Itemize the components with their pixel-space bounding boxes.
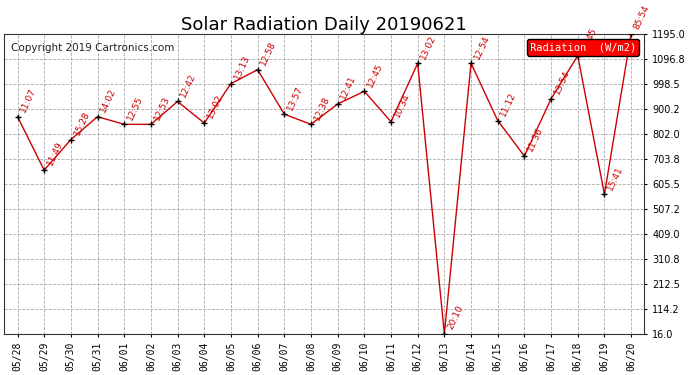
Text: 12:45: 12:45: [366, 62, 385, 88]
Text: 15:28: 15:28: [72, 110, 91, 137]
Text: 12:55: 12:55: [126, 94, 145, 122]
Text: 11:49: 11:49: [46, 140, 65, 167]
Text: 11:07: 11:07: [19, 87, 38, 114]
Text: 20:10: 20:10: [446, 304, 465, 331]
Text: 13:02: 13:02: [206, 93, 225, 120]
Text: 13:02: 13:02: [419, 33, 438, 60]
Text: 13:13: 13:13: [233, 54, 251, 81]
Text: 13:45: 13:45: [579, 26, 598, 53]
Text: 12:38: 12:38: [313, 94, 331, 122]
Text: 13:54: 13:54: [553, 69, 571, 96]
Text: 11:12: 11:12: [499, 91, 518, 118]
Text: 13:57: 13:57: [286, 84, 305, 111]
Text: 85:54: 85:54: [633, 4, 651, 31]
Text: Copyright 2019 Cartronics.com: Copyright 2019 Cartronics.com: [10, 43, 174, 53]
Text: 12:54: 12:54: [473, 33, 491, 60]
Text: 14:02: 14:02: [99, 87, 118, 114]
Text: 12:41: 12:41: [339, 74, 358, 101]
Text: 12:58: 12:58: [259, 40, 278, 67]
Legend: Radiation  (W/m2): Radiation (W/m2): [526, 39, 639, 56]
Text: 15:41: 15:41: [606, 164, 625, 192]
Text: 11:36: 11:36: [526, 126, 545, 153]
Text: 10:34: 10:34: [393, 92, 411, 119]
Title: Solar Radiation Daily 20190621: Solar Radiation Daily 20190621: [181, 16, 467, 34]
Text: 12:42: 12:42: [179, 72, 198, 99]
Text: 12:53: 12:53: [152, 94, 171, 122]
